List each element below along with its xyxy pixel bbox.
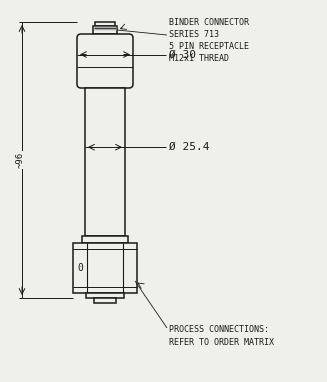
Text: PROCESS CONNECTIONS:: PROCESS CONNECTIONS: <box>169 325 269 334</box>
Text: ~96: ~96 <box>15 152 25 168</box>
Text: REFER TO ORDER MATRIX: REFER TO ORDER MATRIX <box>169 338 274 347</box>
Text: SERIES 713: SERIES 713 <box>169 30 219 39</box>
Bar <box>94 298 116 303</box>
Bar <box>95 22 115 26</box>
Text: 0: 0 <box>77 263 83 273</box>
Text: 5 PIN RECEPTACLE: 5 PIN RECEPTACLE <box>169 42 249 51</box>
Bar <box>73 243 137 293</box>
Bar <box>85 88 125 236</box>
Text: Ø 25.4: Ø 25.4 <box>169 142 210 152</box>
FancyBboxPatch shape <box>77 34 133 88</box>
Text: M12x1 THREAD: M12x1 THREAD <box>169 54 229 63</box>
Bar <box>86 293 124 298</box>
Text: Ø 30: Ø 30 <box>169 50 196 60</box>
Text: BINDER CONNECTOR: BINDER CONNECTOR <box>169 18 249 27</box>
Bar <box>93 26 117 34</box>
Bar <box>82 236 128 243</box>
